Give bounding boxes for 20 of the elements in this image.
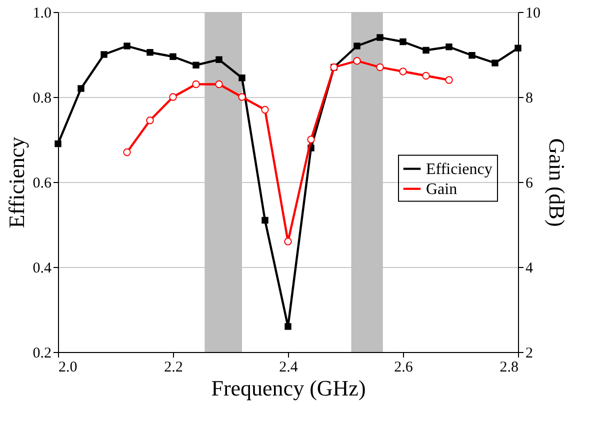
y-tick-label: 0.4 — [32, 260, 52, 276]
y-tick-label: 0.8 — [32, 90, 52, 106]
x-tick-label: 2.4 — [279, 360, 298, 376]
legend-label: Efficiency — [426, 160, 492, 178]
x-axis-title: Frequency (GHz) — [211, 376, 366, 400]
y2-tick-label: 10 — [526, 6, 540, 22]
y-tick-label: 0.2 — [32, 346, 52, 362]
x-tick-label: 2.0 — [58, 360, 78, 376]
y-tick-label: 1.0 — [32, 6, 52, 22]
y2-axis-title: Gain (dB) — [544, 138, 570, 227]
x-tick-label: 2.2 — [164, 360, 183, 376]
y-axis-title: Efficiency — [4, 136, 29, 228]
y2-tick-label: 2 — [526, 346, 533, 362]
y2-tick-label: 6 — [526, 176, 534, 192]
y-tick-label: 0.6 — [32, 176, 52, 192]
legend-label: Gain — [426, 180, 458, 198]
x-tick-label: 2.6 — [394, 360, 414, 376]
y2-tick-label: 8 — [526, 90, 533, 106]
x-tick-label: 2.8 — [500, 360, 518, 376]
y2-tick-label: 4 — [526, 260, 534, 276]
